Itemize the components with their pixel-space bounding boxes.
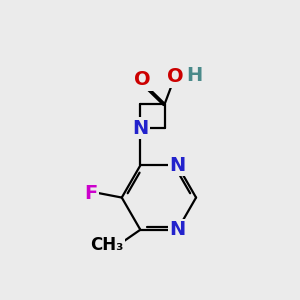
Text: O: O bbox=[134, 70, 151, 89]
Text: H: H bbox=[186, 66, 203, 85]
Text: N: N bbox=[169, 220, 186, 239]
Text: N: N bbox=[132, 119, 148, 138]
Text: N: N bbox=[169, 156, 186, 175]
Text: F: F bbox=[85, 184, 98, 202]
Text: CH₃: CH₃ bbox=[90, 236, 123, 253]
Text: O: O bbox=[167, 67, 183, 86]
